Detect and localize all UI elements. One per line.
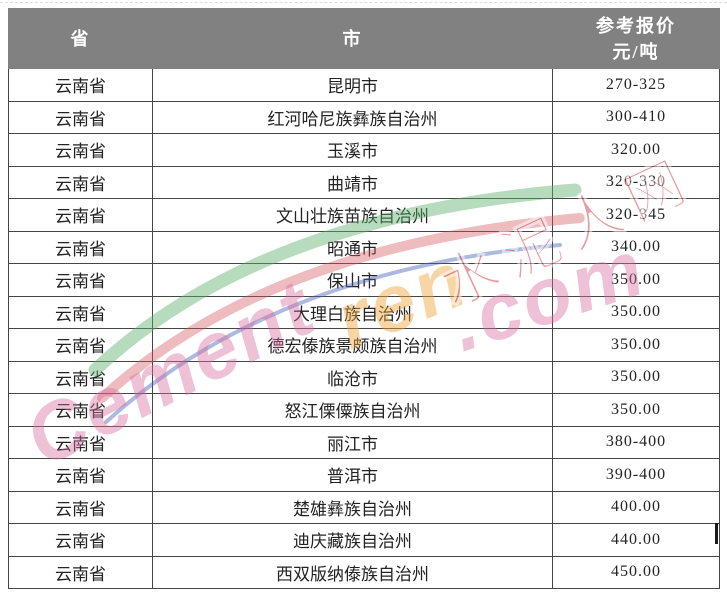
cursor-mark — [715, 523, 718, 544]
table-row: 云南省 大理白族自治州 350.00 — [8, 295, 720, 329]
cell-price: 400.00 — [552, 490, 720, 524]
cell-price: 450.00 — [552, 555, 720, 589]
cell-province: 云南省 — [8, 555, 153, 589]
cell-price: 320-345 — [552, 198, 720, 232]
cell-province: 云南省 — [8, 165, 153, 199]
cell-province: 云南省 — [8, 263, 153, 297]
table-row: 云南省 德宏傣族景颇族自治州 350.00 — [8, 328, 720, 362]
top-edge-hairline — [0, 2, 727, 3]
table-row: 云南省 丽江市 380-400 — [8, 425, 720, 459]
cell-city: 保山市 — [152, 263, 553, 297]
cell-city: 红河哈尼族彝族自治州 — [152, 100, 553, 134]
cell-city: 西双版纳傣族自治州 — [152, 555, 553, 589]
cell-price: 300-410 — [552, 100, 720, 134]
table-row: 云南省 西双版纳傣族自治州 450.00 — [8, 555, 720, 589]
cell-price: 350.00 — [552, 328, 720, 362]
table-row: 云南省 曲靖市 320-330 — [8, 165, 720, 199]
cell-price: 350.00 — [552, 393, 720, 427]
cell-city: 楚雄彝族自治州 — [152, 490, 553, 524]
table-header-row: 省 市 参考报价 元/吨 — [8, 8, 720, 69]
cell-city: 德宏傣族景颇族自治州 — [152, 328, 553, 362]
cell-province: 云南省 — [8, 295, 153, 329]
cell-price: 440.00 — [552, 523, 720, 557]
cell-city: 普洱市 — [152, 458, 553, 492]
table-row: 云南省 文山壮族苗族自治州 320-345 — [8, 198, 720, 232]
table-row: 云南省 昭通市 340.00 — [8, 230, 720, 264]
header-price: 参考报价 元/吨 — [552, 8, 720, 69]
table-row: 云南省 楚雄彝族自治州 400.00 — [8, 490, 720, 524]
header-province: 省 — [8, 8, 153, 69]
table-row: 云南省 保山市 350.00 — [8, 263, 720, 297]
cell-city: 玉溪市 — [152, 133, 553, 167]
cell-province: 云南省 — [8, 523, 153, 557]
header-city-label: 市 — [342, 28, 363, 49]
table-row: 云南省 红河哈尼族彝族自治州 300-410 — [8, 100, 720, 134]
cell-city: 昆明市 — [152, 68, 553, 102]
cell-city: 临沧市 — [152, 360, 553, 394]
cell-price: 340.00 — [552, 230, 720, 264]
cell-price: 390-400 — [552, 458, 720, 492]
cell-city: 文山壮族苗族自治州 — [152, 198, 553, 232]
cell-province: 云南省 — [8, 100, 153, 134]
header-province-label: 省 — [70, 28, 91, 49]
table-body: 云南省 昆明市 270-325 云南省 红河哈尼族彝族自治州 300-410 云南省 玉溪市 3… — [8, 68, 720, 589]
cell-province: 云南省 — [8, 490, 153, 524]
cell-city: 迪庆藏族自治州 — [152, 523, 553, 557]
cell-city: 丽江市 — [152, 425, 553, 459]
cell-province: 云南省 — [8, 458, 153, 492]
table-row: 云南省 普洱市 390-400 — [8, 458, 720, 492]
cell-price: 380-400 — [552, 425, 720, 459]
cell-price: 270-325 — [552, 68, 720, 102]
cell-price: 320.00 — [552, 133, 720, 167]
cell-price: 350.00 — [552, 263, 720, 297]
cell-province: 云南省 — [8, 68, 153, 102]
table-row: 云南省 迪庆藏族自治州 440.00 — [8, 523, 720, 557]
cell-province: 云南省 — [8, 198, 153, 232]
table-row: 云南省 临沧市 350.00 — [8, 360, 720, 394]
cell-province: 云南省 — [8, 230, 153, 264]
header-city: 市 — [152, 8, 553, 69]
header-price-label: 参考报价 — [596, 15, 676, 36]
cell-province: 云南省 — [8, 425, 153, 459]
cell-price: 350.00 — [552, 360, 720, 394]
cell-province: 云南省 — [8, 328, 153, 362]
cell-city: 大理白族自治州 — [152, 295, 553, 329]
price-table: 省 市 参考报价 元/吨 云南省 昆明市 270-325 云南省 红河哈尼族彝族自治州 3… — [8, 8, 720, 589]
table-row: 云南省 昆明市 270-325 — [8, 68, 720, 102]
header-price-unit: 元/吨 — [612, 41, 660, 62]
cell-city: 昭通市 — [152, 230, 553, 264]
cell-city: 怒江傈僳族自治州 — [152, 393, 553, 427]
table-row: 云南省 玉溪市 320.00 — [8, 133, 720, 167]
cell-price: 320-330 — [552, 165, 720, 199]
cell-province: 云南省 — [8, 360, 153, 394]
cell-price: 350.00 — [552, 295, 720, 329]
table-row: 云南省 怒江傈僳族自治州 350.00 — [8, 393, 720, 427]
cell-city: 曲靖市 — [152, 165, 553, 199]
cell-province: 云南省 — [8, 393, 153, 427]
cell-province: 云南省 — [8, 133, 153, 167]
